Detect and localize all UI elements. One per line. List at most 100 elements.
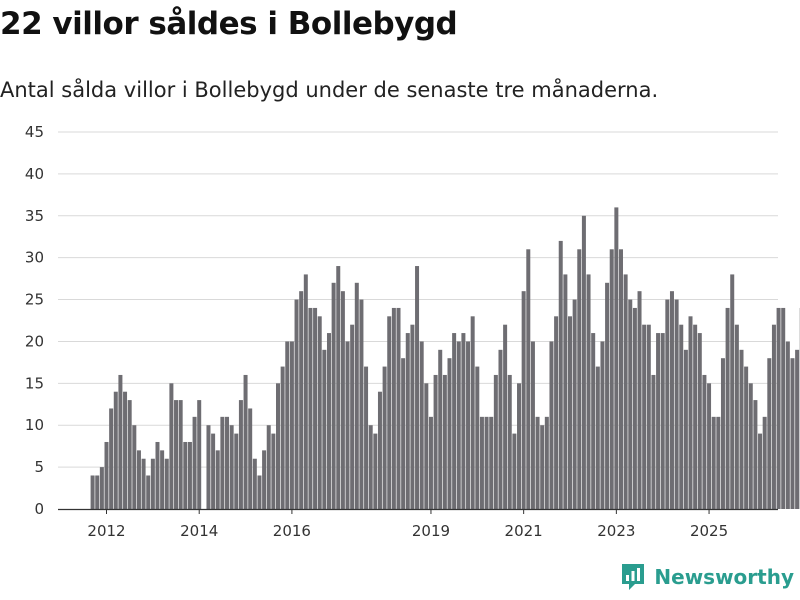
bar <box>415 266 420 509</box>
bar <box>605 282 610 509</box>
bar <box>688 316 693 509</box>
bar <box>326 333 331 509</box>
bar <box>785 341 790 509</box>
y-tick-label: 20 <box>25 332 44 350</box>
bar <box>554 316 559 509</box>
x-tick-label: 2021 <box>505 522 543 540</box>
y-tick-label: 40 <box>25 165 44 183</box>
bar <box>767 358 772 509</box>
bar <box>150 458 155 509</box>
bar <box>517 383 522 509</box>
bar <box>683 349 688 509</box>
bar <box>493 374 498 509</box>
bar <box>475 366 480 509</box>
bar <box>656 333 661 509</box>
bar <box>192 416 197 509</box>
bar <box>470 316 475 509</box>
bar <box>660 333 665 509</box>
bar <box>498 349 503 509</box>
bar <box>174 400 179 509</box>
bar <box>697 333 702 509</box>
bar <box>707 383 712 509</box>
bar <box>345 341 350 509</box>
chart-subtitle: Antal sålda villor i Bollebygd under de … <box>0 78 659 102</box>
bar <box>257 475 262 509</box>
bar <box>262 450 267 509</box>
bar <box>322 349 327 509</box>
y-tick-label: 30 <box>25 249 44 267</box>
bar <box>215 450 220 509</box>
x-tick-label: 2014 <box>180 522 218 540</box>
bar <box>442 374 447 509</box>
x-tick-label: 2016 <box>273 522 311 540</box>
bar <box>419 341 424 509</box>
y-tick-label: 5 <box>34 458 44 476</box>
bar <box>132 425 137 509</box>
bar <box>702 374 707 509</box>
bar <box>266 425 271 509</box>
bar <box>600 341 605 509</box>
bar <box>730 274 735 509</box>
bar <box>739 349 744 509</box>
bar <box>340 291 345 509</box>
bar <box>535 416 540 509</box>
y-tick-label: 15 <box>25 374 44 392</box>
bar <box>489 416 494 509</box>
bar <box>428 416 433 509</box>
bar <box>549 341 554 509</box>
bar <box>354 282 359 509</box>
bar <box>225 416 230 509</box>
bar <box>169 383 174 509</box>
bar <box>544 416 549 509</box>
bar <box>716 416 721 509</box>
bar <box>572 299 577 509</box>
bar <box>646 324 651 509</box>
bar <box>95 475 100 509</box>
bar <box>771 324 776 509</box>
bar <box>248 408 253 509</box>
x-tick-label: 2023 <box>597 522 635 540</box>
bar <box>289 341 294 509</box>
bar <box>206 425 211 509</box>
bar <box>183 441 188 509</box>
bar <box>211 433 216 509</box>
bar <box>618 249 623 510</box>
bar <box>364 366 369 509</box>
y-tick-label: 45 <box>25 123 44 141</box>
bar <box>447 358 452 509</box>
x-tick-label: 2012 <box>87 522 125 540</box>
bar <box>336 266 341 509</box>
bar <box>665 299 670 509</box>
bar <box>350 324 355 509</box>
bar <box>285 341 290 509</box>
bar <box>377 391 382 509</box>
y-tick-label: 10 <box>25 416 44 434</box>
bar <box>693 324 698 509</box>
bar <box>405 333 410 509</box>
bar <box>280 366 285 509</box>
bar <box>127 400 132 509</box>
bar <box>155 441 160 509</box>
bar <box>748 383 753 509</box>
bar <box>303 274 308 509</box>
bar <box>679 324 684 509</box>
bar <box>503 324 508 509</box>
bar <box>104 441 109 509</box>
bar <box>452 333 457 509</box>
bar <box>637 291 642 509</box>
bar <box>753 400 758 509</box>
bar <box>197 400 202 509</box>
bar <box>795 349 800 509</box>
bar <box>368 425 373 509</box>
bar <box>252 458 257 509</box>
bar <box>313 307 318 509</box>
bar <box>609 249 614 510</box>
bar <box>136 450 141 509</box>
axes <box>58 508 778 514</box>
bar <box>456 341 461 509</box>
bar <box>632 307 637 509</box>
bar <box>762 416 767 509</box>
bar <box>359 299 364 509</box>
